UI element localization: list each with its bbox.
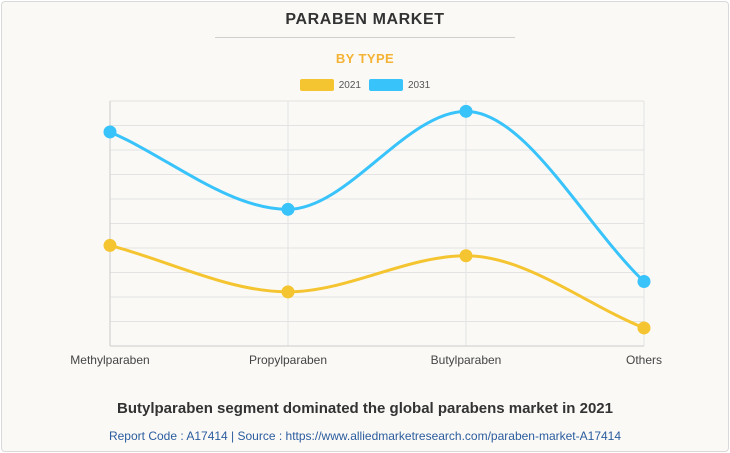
- chart-title: PARABEN MARKET: [285, 11, 445, 28]
- legend-item-2021[interactable]: 2021: [299, 79, 361, 91]
- chart-subtitle: BY TYPE: [335, 51, 395, 66]
- series-line-2031: [108, 109, 646, 284]
- data-point-2031-methylparaben: [103, 125, 117, 139]
- data-point-2031-others: [637, 275, 651, 289]
- data-point-2031-butylparaben: [459, 104, 473, 118]
- legend-swatch-2021: [299, 79, 334, 91]
- x-tick-label: Propylparaben: [249, 353, 327, 367]
- title-divider: [215, 37, 515, 38]
- legend-label-2021: 2021: [338, 79, 361, 91]
- data-point-2021-propylparaben: [281, 285, 295, 299]
- series-line-2021: [108, 243, 646, 330]
- x-tick-label: Butylparaben: [431, 353, 502, 367]
- data-point-2021-others: [637, 321, 651, 335]
- legend-label-2031: 2031: [408, 79, 431, 91]
- data-point-2021-butylparaben: [459, 249, 473, 263]
- legend-swatch-2031: [369, 79, 403, 91]
- data-point-2021-methylparaben: [103, 238, 117, 252]
- x-tick-label: Others: [626, 353, 662, 367]
- source-citation[interactable]: Report Code : A17414 | Source : https://…: [108, 429, 622, 443]
- chart-caption: Butylparaben segment dominated the globa…: [117, 400, 613, 417]
- legend-item-2031[interactable]: 2031: [369, 79, 430, 91]
- x-tick-label: Methylparaben: [70, 353, 149, 367]
- legend: 2021 2031: [0, 79, 730, 91]
- data-point-2031-propylparaben: [281, 202, 295, 216]
